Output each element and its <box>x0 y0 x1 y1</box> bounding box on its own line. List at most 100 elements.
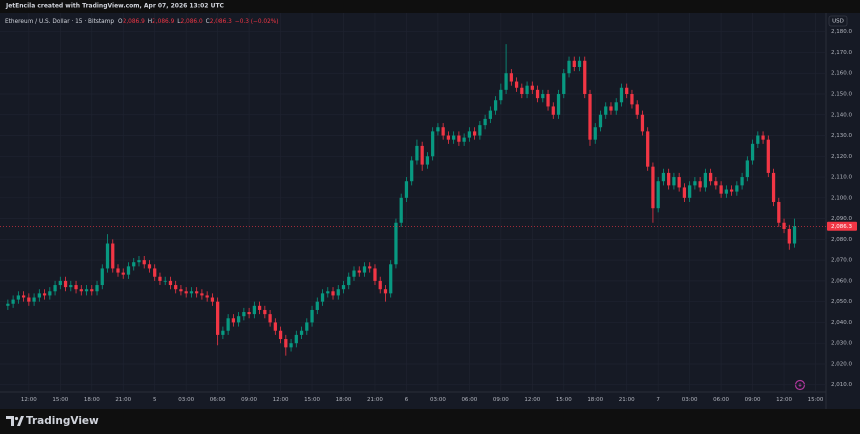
candle-body <box>625 87 629 94</box>
candle-body <box>326 291 330 294</box>
y-tick-label: 2,050.0 <box>831 299 852 305</box>
candle-body <box>289 343 293 348</box>
candle-body <box>189 291 194 294</box>
candle-body <box>168 280 173 286</box>
candle-body <box>467 131 472 138</box>
candle-body <box>53 285 57 292</box>
y-tick-label: 2,040.0 <box>831 320 852 326</box>
x-tick-label: 7 <box>656 397 660 403</box>
candle-body <box>16 295 20 300</box>
candle-body <box>163 280 167 282</box>
candle-body <box>153 268 157 277</box>
candle-body <box>766 139 770 173</box>
legend-text: Ethereum / U.S. Dollar · 15 · Bitstamp O2… <box>5 19 279 25</box>
logo-icon <box>6 416 24 426</box>
candle-body <box>688 185 692 198</box>
candle-body <box>142 260 146 265</box>
ohlc-key: H <box>148 19 152 25</box>
x-tick-label: 15:00 <box>808 397 824 403</box>
candle-body <box>677 177 681 188</box>
y-tick-label: 2,150.0 <box>831 91 852 97</box>
candle-body <box>525 85 529 94</box>
candle-body <box>792 226 797 244</box>
candle-body <box>394 222 398 265</box>
candle-body <box>378 280 382 290</box>
candle-body <box>672 177 676 186</box>
candle-body <box>294 334 298 344</box>
ohlc-key: L <box>177 19 181 25</box>
candles <box>6 44 797 356</box>
candle-body <box>640 114 645 132</box>
x-tick-label: 12:00 <box>524 397 540 403</box>
y-tick-label: 2,180.0 <box>831 29 852 35</box>
last-price-label: 2,086.3 <box>831 224 852 230</box>
x-tick-label: 06:00 <box>210 397 226 403</box>
candle-body <box>541 93 545 99</box>
candle-body <box>693 181 697 186</box>
candle-body <box>132 262 136 267</box>
candle-body <box>504 73 508 90</box>
candle-body <box>226 318 230 331</box>
candle-body <box>383 289 388 294</box>
y-tick-label: 2,020.0 <box>831 361 852 367</box>
x-tick-label: 15:00 <box>556 397 572 403</box>
candle-body <box>216 301 220 335</box>
candle-body <box>179 289 183 292</box>
y-tick-label: 2,070.0 <box>831 258 852 264</box>
candle-body <box>457 135 461 142</box>
candle-body <box>58 280 62 286</box>
candle-body <box>415 145 419 161</box>
candle-body <box>404 181 409 198</box>
candle-body <box>37 293 41 298</box>
x-tick-label: 21:00 <box>367 397 383 403</box>
candle-body <box>740 177 744 186</box>
candle-body <box>184 291 188 294</box>
candle-body <box>425 156 430 165</box>
candle-body <box>572 60 576 67</box>
candle-body <box>11 299 15 304</box>
candle-body <box>761 135 765 140</box>
x-tick-label: 18:00 <box>336 397 352 403</box>
candle-body <box>100 268 104 286</box>
x-tick-label: 21:00 <box>115 397 131 403</box>
candle-body <box>441 127 445 136</box>
candle-body <box>583 60 587 94</box>
candle-body <box>48 291 52 296</box>
y-tick-label: 2,010.0 <box>831 382 852 388</box>
candle-body <box>630 93 634 105</box>
grid <box>0 13 826 392</box>
candle-body <box>90 289 94 292</box>
candle-body <box>74 285 78 290</box>
ohlc-value: 2,086.0 <box>181 19 203 25</box>
brand: TradingView <box>26 415 99 427</box>
candle-body <box>703 172 708 188</box>
candle-body <box>352 270 356 277</box>
candle-body <box>562 73 566 94</box>
candle-body <box>69 285 73 288</box>
candle-body <box>488 110 492 119</box>
candle-body <box>604 106 608 115</box>
candle-body <box>399 197 403 223</box>
candle-body <box>331 291 335 296</box>
candle-body <box>436 127 440 132</box>
candle-body <box>735 185 739 192</box>
candle-body <box>472 131 477 136</box>
candle-body <box>341 285 346 290</box>
candle-body <box>493 100 498 111</box>
candle-body <box>236 316 241 323</box>
ohlc-value: 2,086.9 <box>152 19 174 25</box>
y-tick-label: 2,060.0 <box>831 278 852 284</box>
candle-body <box>556 93 561 115</box>
candle-body <box>724 189 728 194</box>
y-tick-label: 2,030.0 <box>831 341 852 347</box>
candle-body <box>514 81 519 88</box>
candle-body <box>787 228 791 244</box>
x-tick-label: 09:00 <box>241 397 257 403</box>
candle-body <box>446 135 451 140</box>
candle-body <box>745 160 749 178</box>
candle-body <box>79 289 83 292</box>
candle-body <box>273 322 277 331</box>
candle-body <box>656 181 660 209</box>
x-tick-label: 06:00 <box>713 397 729 403</box>
candle-body <box>231 318 236 323</box>
